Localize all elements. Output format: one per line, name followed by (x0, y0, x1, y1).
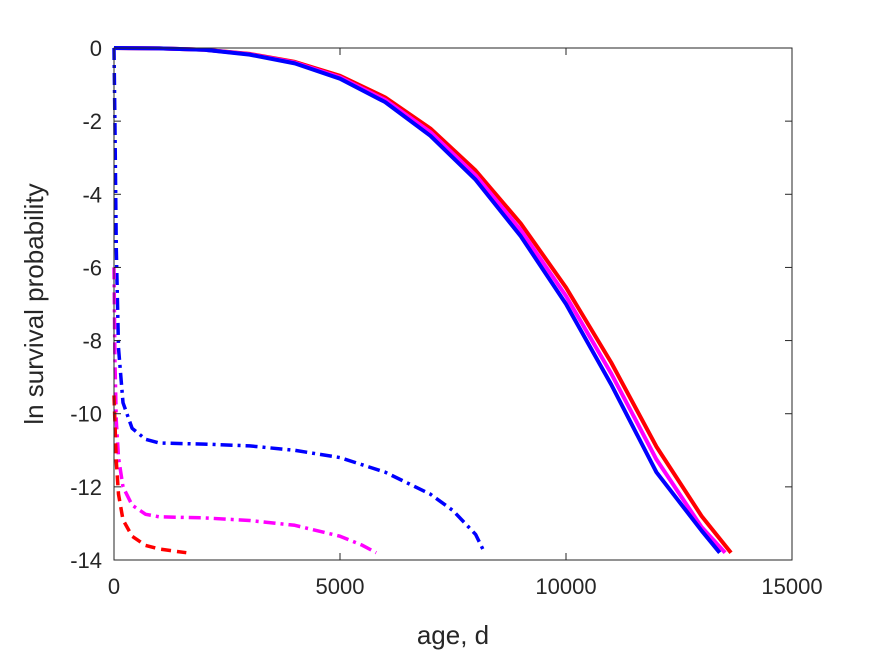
y-axis-label: ln survival probability (19, 183, 49, 424)
y-tick-label-1: -2 (82, 109, 102, 134)
series-line-5 (112, 267, 378, 555)
y-tick-label-3: -6 (82, 255, 102, 280)
y-tick-label-4: -8 (82, 329, 102, 354)
series-line-3 (113, 46, 722, 554)
x-tick-label-2: 10000 (535, 574, 596, 599)
y-tick-label-2: -4 (82, 182, 102, 207)
y-tick-label-0: 0 (90, 36, 102, 61)
x-tick-label-3: 15000 (761, 574, 822, 599)
y-tick-label-7: -14 (70, 548, 102, 573)
plot-frame (113, 47, 793, 561)
series-layer (112, 46, 733, 555)
tick-layer: 0 5000 10000 15000 0 -2 -4 -6 -8 -10 -12 -14 (70, 36, 822, 599)
y-tick-label-6: -12 (70, 475, 102, 500)
series-line-6 (112, 395, 187, 555)
x-tick-label-0: 0 (108, 574, 120, 599)
series-line-4 (112, 47, 487, 554)
x-axis-label: age, d (417, 620, 489, 650)
x-tick-label-1: 5000 (316, 574, 365, 599)
y-tick-label-5: -10 (70, 402, 102, 427)
